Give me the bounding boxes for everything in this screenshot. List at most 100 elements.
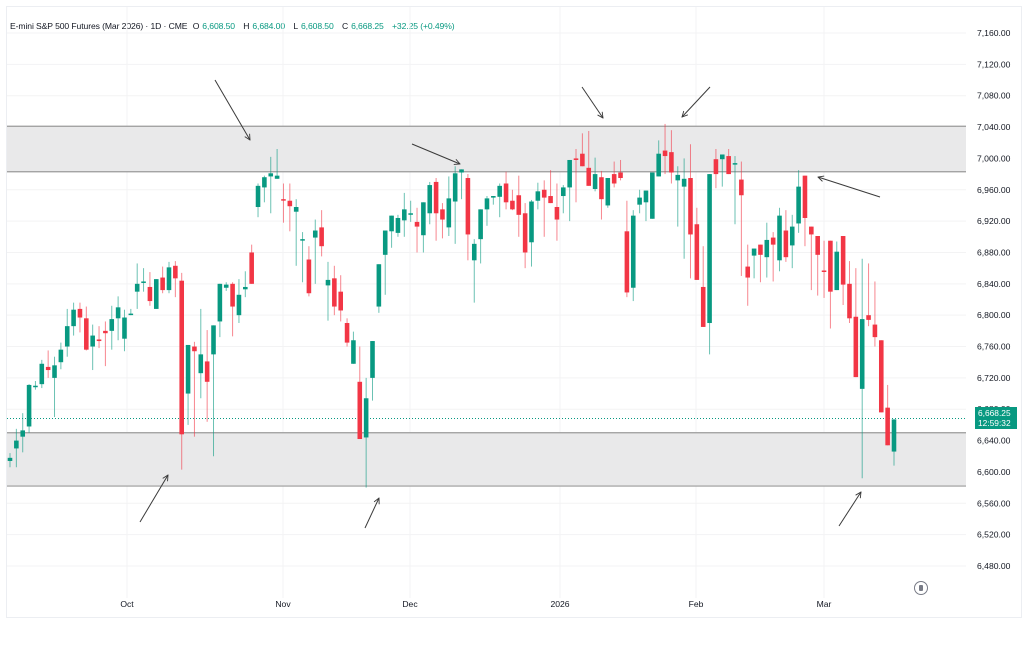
candle-up[interactable]: [395, 217, 401, 233]
candle-down[interactable]: [179, 280, 185, 435]
candle-down[interactable]: [878, 340, 884, 413]
annotation-arrow[interactable]: [838, 492, 861, 527]
candle-down[interactable]: [618, 172, 623, 179]
candle-up[interactable]: [834, 251, 840, 291]
candle-up[interactable]: [732, 163, 738, 165]
candle-down[interactable]: [440, 209, 445, 220]
candle-down[interactable]: [287, 200, 293, 207]
candle-up[interactable]: [128, 313, 134, 316]
candle-up[interactable]: [14, 440, 19, 449]
candle-up[interactable]: [764, 239, 770, 258]
candle-up[interactable]: [58, 349, 64, 363]
candle-up[interactable]: [71, 309, 76, 327]
candle-up[interactable]: [777, 215, 782, 261]
candle-up[interactable]: [891, 419, 897, 452]
annotation-arrow[interactable]: [214, 79, 250, 140]
candle-down[interactable]: [853, 316, 859, 378]
candle-down[interactable]: [586, 167, 592, 186]
candle-up[interactable]: [656, 153, 661, 177]
candle-down[interactable]: [847, 283, 852, 319]
candle-down[interactable]: [548, 196, 553, 204]
candle-down[interactable]: [503, 183, 509, 203]
candle-up[interactable]: [153, 279, 159, 309]
candle-up[interactable]: [389, 215, 394, 232]
annotation-arrow[interactable]: [139, 475, 168, 523]
candle-up[interactable]: [675, 174, 681, 181]
candle-up[interactable]: [459, 169, 464, 173]
candle-up[interactable]: [134, 283, 140, 292]
candle-up[interactable]: [535, 191, 541, 201]
candle-up[interactable]: [643, 190, 649, 203]
candle-down[interactable]: [77, 308, 83, 318]
candle-down[interactable]: [840, 236, 846, 285]
candle-down[interactable]: [160, 277, 165, 291]
candle-up[interactable]: [408, 213, 413, 215]
candle-down[interactable]: [357, 381, 363, 440]
candle-up[interactable]: [376, 264, 382, 307]
candle-up[interactable]: [64, 326, 70, 347]
candle-down[interactable]: [465, 178, 471, 235]
candle-up[interactable]: [217, 283, 223, 322]
candle-up[interactable]: [211, 325, 216, 355]
candle-up[interactable]: [198, 354, 204, 374]
annotation-arrow[interactable]: [364, 498, 379, 529]
candle-up[interactable]: [637, 197, 642, 205]
candle-up[interactable]: [452, 173, 458, 202]
candle-up[interactable]: [471, 243, 477, 261]
resistance-zone[interactable]: [7, 126, 966, 172]
candle-up[interactable]: [491, 196, 496, 198]
candle-down[interactable]: [866, 315, 871, 320]
candle-down[interactable]: [580, 153, 585, 167]
candle-down[interactable]: [281, 199, 286, 201]
candle-up[interactable]: [382, 230, 388, 255]
candle-down[interactable]: [84, 318, 89, 350]
candle-down[interactable]: [541, 189, 547, 198]
candle-down[interactable]: [45, 366, 51, 371]
candle-up[interactable]: [751, 248, 757, 256]
candle-down[interactable]: [510, 200, 515, 210]
candle-up[interactable]: [529, 201, 534, 243]
candle-up[interactable]: [427, 185, 433, 214]
candle-up[interactable]: [859, 319, 865, 389]
candle-up[interactable]: [681, 178, 687, 187]
candle-up[interactable]: [26, 384, 32, 427]
candle-up[interactable]: [630, 215, 636, 288]
candle-down[interactable]: [249, 252, 254, 284]
candle-up[interactable]: [90, 335, 95, 347]
candle-up[interactable]: [243, 286, 248, 290]
candle-up[interactable]: [166, 267, 172, 291]
candle-up[interactable]: [719, 154, 725, 160]
candle-down[interactable]: [885, 407, 890, 446]
candle-down[interactable]: [338, 291, 343, 311]
candle-up[interactable]: [363, 398, 369, 438]
candle-down[interactable]: [770, 237, 776, 245]
candle-down[interactable]: [611, 174, 617, 184]
candle-down[interactable]: [815, 236, 820, 255]
candle-down[interactable]: [726, 156, 731, 175]
candle-up[interactable]: [650, 172, 655, 219]
candle-down[interactable]: [694, 224, 700, 280]
scroll-to-realtime-button[interactable]: [914, 581, 928, 595]
candle-down[interactable]: [319, 227, 324, 247]
candle-up[interactable]: [402, 209, 407, 221]
candle-up[interactable]: [39, 363, 45, 385]
candle-up[interactable]: [255, 185, 261, 208]
candle-up[interactable]: [141, 281, 146, 283]
candle-up[interactable]: [300, 239, 305, 241]
candle-up[interactable]: [605, 178, 611, 206]
candle-up[interactable]: [567, 159, 572, 188]
candle-up[interactable]: [185, 344, 191, 394]
candle-down[interactable]: [344, 323, 350, 343]
candle-up[interactable]: [421, 202, 426, 236]
annotation-arrow[interactable]: [818, 177, 881, 198]
candle-down[interactable]: [173, 265, 178, 279]
candle-down[interactable]: [821, 270, 827, 272]
candle-up[interactable]: [796, 186, 801, 224]
candle-down[interactable]: [599, 177, 604, 200]
candle-up[interactable]: [268, 173, 274, 177]
candle-up[interactable]: [351, 340, 356, 364]
candle-down[interactable]: [414, 221, 420, 227]
candle-down[interactable]: [662, 150, 668, 157]
candle-down[interactable]: [688, 178, 693, 235]
candle-up[interactable]: [20, 430, 26, 437]
